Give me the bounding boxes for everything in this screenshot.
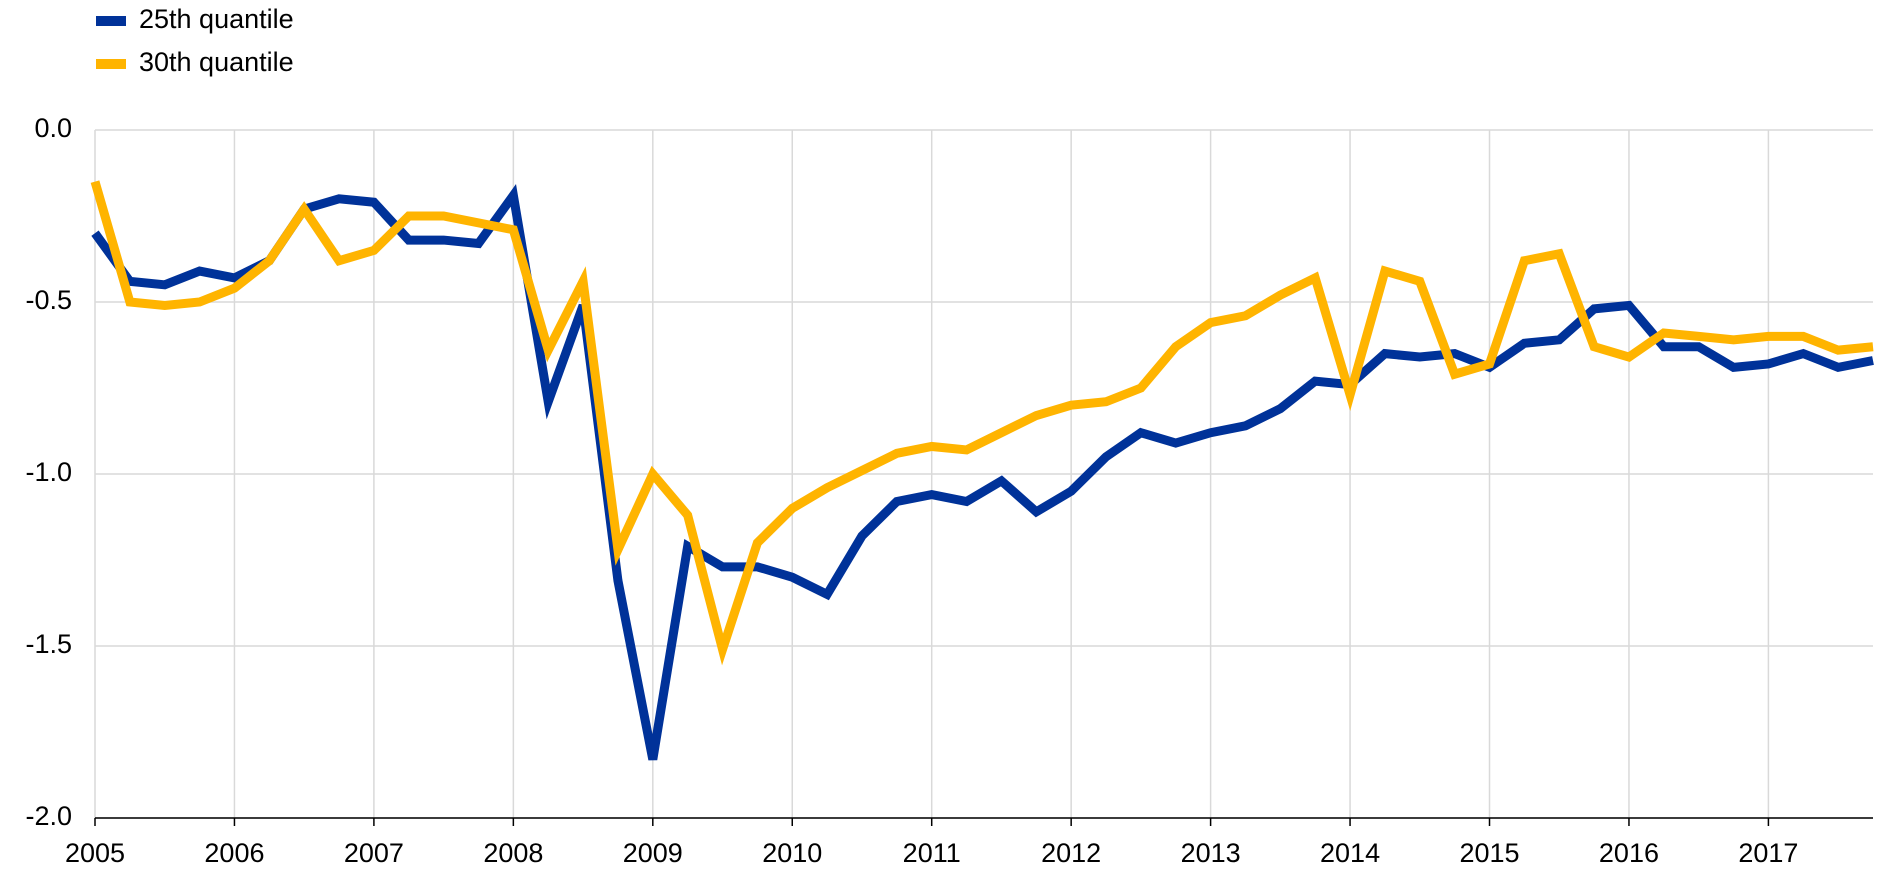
x-tick-label: 2011 (903, 838, 961, 868)
x-tick-label: 2014 (1320, 838, 1380, 868)
y-tick-label: 0.0 (34, 113, 72, 143)
x-tick-label: 2009 (623, 838, 683, 868)
x-tick-label: 2016 (1599, 838, 1659, 868)
y-tick-label: -1.0 (25, 457, 72, 487)
legend-label: 30th quantile (139, 47, 294, 77)
y-tick-label: -2.0 (25, 801, 72, 831)
y-tick-label: -1.5 (25, 629, 72, 659)
x-tick-label: 2006 (204, 838, 264, 868)
x-tick-label: 2013 (1181, 838, 1241, 868)
legend-label: 25th quantile (139, 4, 294, 34)
x-tick-label: 2007 (344, 838, 404, 868)
x-tick-label: 2005 (65, 838, 125, 868)
x-tick-label: 2012 (1041, 838, 1101, 868)
y-tick-label: -0.5 (25, 285, 72, 315)
x-tick-label: 2015 (1459, 838, 1519, 868)
x-tick-label: 2010 (762, 838, 822, 868)
series-line (91, 184, 1874, 761)
series-line (90, 180, 1874, 666)
x-tick-label: 2017 (1738, 838, 1798, 868)
x-tick-label: 2008 (483, 838, 543, 868)
